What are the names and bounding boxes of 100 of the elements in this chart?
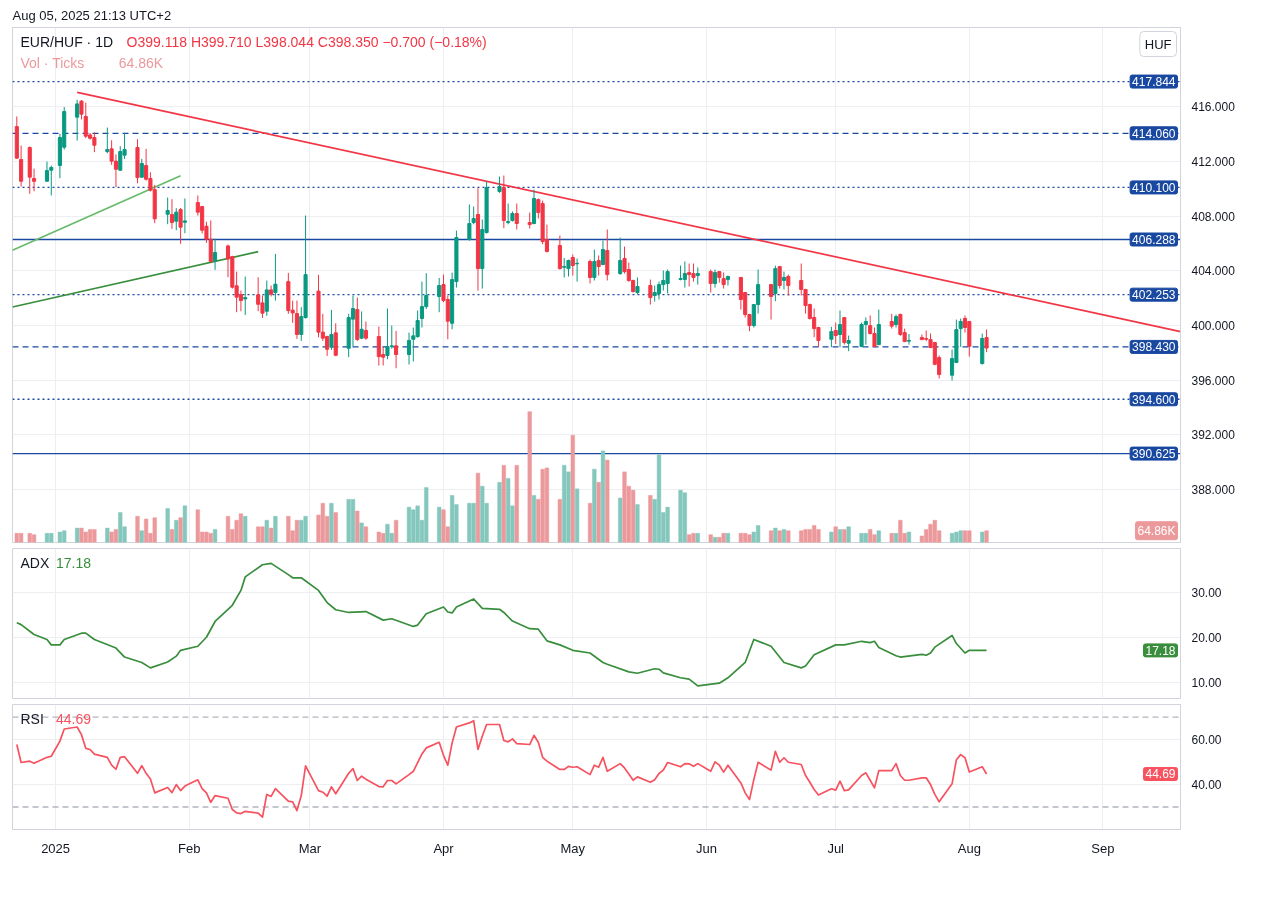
candlestick	[178, 207, 183, 245]
bar	[376, 531, 381, 543]
candlestick	[786, 274, 791, 297]
y-tick-label: 388.000	[1191, 482, 1236, 497]
bar	[169, 529, 175, 543]
bar	[264, 520, 269, 543]
candlestick	[592, 249, 597, 281]
x-tick-label: Jun	[695, 840, 717, 856]
annotation: 64.86K	[1137, 523, 1176, 538]
text: 64.86K	[118, 54, 164, 71]
candlestick	[557, 235, 562, 271]
candlestick	[859, 322, 864, 348]
bar	[527, 411, 532, 543]
candlestick	[691, 263, 696, 283]
bar	[747, 534, 752, 543]
candlestick	[243, 276, 248, 316]
bar	[406, 506, 412, 543]
bar	[786, 530, 791, 543]
bar	[725, 533, 731, 543]
y-tick-label: 396.000	[1191, 373, 1236, 388]
bar	[139, 530, 144, 543]
y-tick-label: 392.000	[1191, 428, 1236, 443]
candlestick	[863, 317, 868, 346]
ref-line-label: 402.253	[1132, 288, 1176, 303]
ref-line-label: 417.844	[1132, 75, 1176, 90]
bar	[75, 527, 80, 543]
bar	[178, 517, 183, 543]
y-tick-label: 408.000	[1191, 209, 1236, 224]
y-axis-title: HUF	[1144, 36, 1172, 52]
bar	[506, 478, 511, 543]
bar	[587, 503, 593, 543]
bar	[83, 531, 88, 543]
candlestick	[139, 158, 144, 179]
bar	[531, 495, 537, 543]
bar	[260, 526, 265, 543]
bar	[475, 472, 481, 543]
y-tick-label: 416.000	[1191, 100, 1236, 115]
bar	[980, 531, 985, 543]
bar	[618, 497, 623, 543]
candlestick	[596, 254, 601, 277]
bar	[622, 471, 627, 543]
ref-line-label: 394.600	[1132, 392, 1176, 407]
bar	[678, 489, 683, 543]
bar	[165, 508, 170, 543]
bar	[949, 533, 955, 543]
bar	[269, 527, 274, 543]
bar	[596, 482, 601, 543]
ref-line-label: 406.288	[1132, 233, 1176, 248]
bar	[781, 529, 787, 543]
bar	[152, 517, 157, 543]
series-label: RSI	[20, 710, 44, 727]
candlestick	[333, 322, 338, 357]
candlestick	[665, 269, 670, 294]
bar	[109, 531, 114, 543]
bar	[497, 482, 502, 543]
bar	[859, 533, 864, 543]
candlestick	[467, 204, 472, 242]
candlestick	[708, 269, 713, 294]
y-tick-label: 412.000	[1191, 154, 1236, 169]
candlestick	[769, 283, 774, 321]
candlestick	[906, 333, 912, 346]
bar	[144, 518, 149, 543]
bar	[174, 520, 179, 543]
candlestick	[44, 161, 50, 183]
bar	[906, 531, 912, 543]
bar	[394, 520, 399, 543]
bar	[656, 454, 662, 543]
bar	[437, 506, 442, 543]
bar	[954, 531, 959, 543]
y-tick-label: 60.00	[1191, 733, 1222, 748]
bar	[450, 495, 455, 543]
bar	[863, 533, 868, 543]
annotation: O399.118 H399.710 L398.044 C398.350 −0.700 (−0.18%)	[126, 33, 487, 50]
bar	[540, 469, 545, 543]
bar	[984, 530, 989, 543]
text: 17.18	[1145, 643, 1176, 658]
y-tick-label: 40.00	[1191, 778, 1222, 793]
x-tick-label: Mar	[298, 840, 322, 856]
bar	[182, 505, 187, 543]
candlestick	[618, 237, 623, 276]
candlestick	[777, 265, 782, 290]
candlestick	[812, 308, 817, 338]
bar	[195, 509, 200, 543]
bar	[837, 529, 843, 543]
ref-line-label: 398.430	[1132, 340, 1176, 355]
bar	[893, 533, 899, 543]
bar	[514, 465, 519, 543]
ref-line-label: 414.060	[1132, 126, 1176, 141]
candlestick	[687, 263, 692, 287]
bar	[842, 529, 847, 543]
bar	[31, 534, 37, 543]
x-tick-label: 2025	[41, 840, 71, 856]
candlestick	[376, 326, 381, 366]
candlestick	[406, 332, 412, 366]
candlestick	[919, 333, 924, 341]
y-tick-label: 10.00	[1191, 676, 1222, 691]
bar	[333, 512, 338, 543]
bar	[721, 533, 726, 543]
bar	[962, 530, 968, 543]
candlestick	[105, 127, 110, 154]
